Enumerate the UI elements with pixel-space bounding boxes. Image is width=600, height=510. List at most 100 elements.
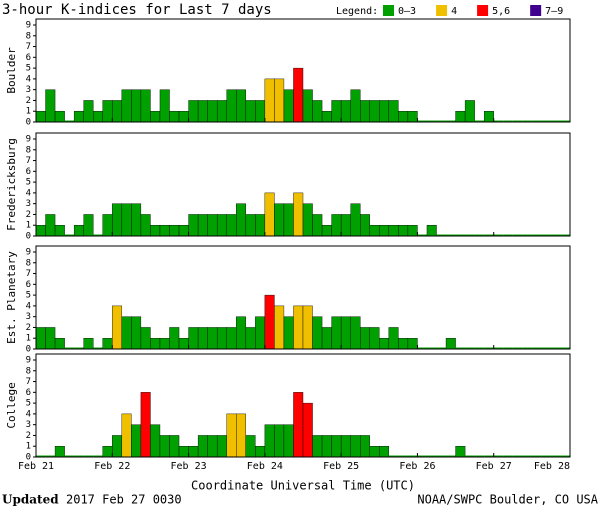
bar — [484, 234, 494, 236]
panel-frame — [35, 353, 571, 458]
y-tick-label: 3 — [26, 199, 31, 209]
bar — [45, 455, 56, 457]
bar — [388, 225, 399, 237]
bar — [188, 214, 199, 237]
y-tick-label: 3 — [26, 312, 31, 322]
bar — [54, 111, 65, 123]
bar — [226, 327, 237, 350]
x-tick-label: Feb 27 — [476, 461, 512, 472]
bar — [159, 435, 170, 458]
bar — [159, 89, 170, 123]
bar — [312, 316, 323, 350]
bar — [474, 455, 485, 457]
bar — [169, 225, 180, 237]
bar — [340, 435, 351, 458]
bar — [178, 446, 189, 458]
bar — [169, 327, 180, 350]
bar — [531, 347, 542, 349]
y-tick-label: 2 — [26, 323, 31, 333]
bar — [340, 214, 351, 237]
legend-swatch — [530, 5, 542, 16]
chart-title: 3-hour K-indices for Last 7 days — [2, 2, 272, 18]
y-tick-label: 5 — [26, 64, 31, 74]
y-tick-label: 9 — [26, 356, 31, 366]
panel-frame — [35, 18, 571, 123]
bar — [445, 338, 456, 350]
bar — [302, 305, 313, 350]
bar — [293, 392, 304, 458]
bar — [407, 338, 418, 350]
bar — [369, 225, 380, 237]
y-tick-label: 8 — [26, 145, 31, 155]
bar — [102, 214, 113, 237]
bar — [484, 347, 494, 349]
bar — [93, 347, 103, 349]
x-tick-label: Feb 25 — [323, 461, 359, 472]
legend-swatch — [477, 5, 489, 16]
y-tick-label: 8 — [26, 258, 31, 268]
legend-label: 4 — [451, 6, 457, 17]
bar — [493, 234, 504, 236]
legend-title: Legend: — [336, 6, 378, 17]
bar — [512, 234, 523, 236]
bar — [264, 78, 275, 123]
bar — [321, 225, 332, 237]
bar — [541, 234, 551, 236]
bar — [550, 234, 561, 236]
y-tick-label: 8 — [26, 31, 31, 41]
bar — [379, 446, 390, 458]
y-tick-label: 9 — [26, 21, 31, 31]
bar — [417, 234, 427, 236]
bar — [360, 100, 370, 123]
y-tick-label: 7 — [26, 269, 31, 279]
bar — [293, 305, 304, 350]
bar — [436, 234, 447, 236]
bar — [169, 111, 180, 123]
bar — [102, 100, 113, 123]
bar — [245, 327, 256, 350]
bar — [560, 120, 570, 122]
bar — [465, 455, 475, 457]
bar — [264, 294, 275, 350]
bar — [331, 214, 342, 237]
bar — [293, 67, 304, 123]
bar — [541, 120, 551, 122]
y-tick-label: 0 — [26, 232, 31, 242]
panel-frame — [35, 245, 571, 350]
bar — [35, 111, 46, 123]
legend-label: 7–9 — [545, 6, 563, 17]
bar — [493, 347, 504, 349]
y-tick-label: 5 — [26, 399, 31, 409]
bar — [321, 327, 332, 350]
bar — [484, 455, 494, 457]
bar — [369, 100, 380, 123]
bar — [226, 89, 237, 123]
bar — [207, 435, 218, 458]
bar — [83, 338, 94, 350]
bar — [188, 100, 199, 123]
bar — [102, 446, 113, 458]
bar — [93, 234, 103, 236]
bar — [283, 316, 294, 350]
bar — [207, 100, 218, 123]
y-tick-label: 0 — [26, 453, 31, 463]
y-tick-label: 7 — [26, 42, 31, 52]
bar — [197, 435, 208, 458]
bar — [474, 347, 485, 349]
bar — [302, 89, 313, 123]
bar — [36, 455, 46, 457]
bar — [417, 347, 427, 349]
x-tick-label: Feb 21 — [18, 461, 54, 472]
bar — [541, 455, 551, 457]
bar — [446, 120, 456, 122]
bar — [150, 225, 161, 237]
bar — [417, 455, 427, 457]
bar — [83, 100, 94, 123]
bar — [360, 435, 370, 458]
bar — [493, 120, 504, 122]
bar — [531, 120, 542, 122]
updated-time: 2017 Feb 27 0030 — [66, 493, 182, 507]
y-tick-label: 6 — [26, 167, 31, 177]
bar — [121, 316, 132, 350]
